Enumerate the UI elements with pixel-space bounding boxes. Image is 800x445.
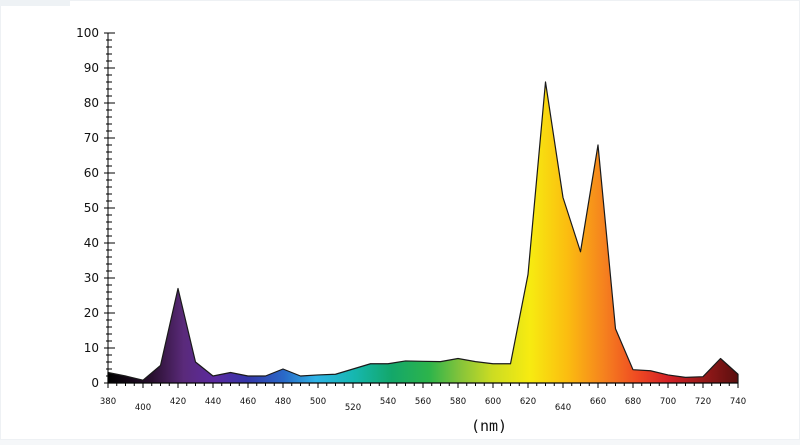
y-ticks: 0 10 20 30 40 50 60 70 80 90 100	[76, 26, 115, 390]
y-tick-label: 90	[84, 61, 99, 75]
y-tick-label: 40	[84, 236, 99, 250]
x-ticks: 380 400 420 440 460 480 500 520 540 560 580 600 620 6…	[100, 383, 746, 413]
x-tick-label: 700	[660, 397, 676, 407]
y-tick-label: 50	[84, 201, 99, 215]
x-tick-label: 660	[590, 397, 606, 407]
x-tick-label: 520	[345, 403, 361, 413]
y-tick-label: 100	[76, 26, 99, 40]
x-tick-label: 500	[310, 397, 326, 407]
panel-corner-tab	[0, 0, 70, 6]
y-tick-label: 0	[91, 376, 99, 390]
x-tick-label: 440	[205, 397, 221, 407]
x-tick-label: 640	[555, 403, 571, 413]
y-tick-label: 60	[84, 166, 99, 180]
x-tick-label: 560	[415, 397, 431, 407]
y-tick-label: 80	[84, 96, 99, 110]
x-tick-label: 600	[485, 397, 501, 407]
x-tick-label: 680	[625, 397, 641, 407]
x-tick-label: 380	[100, 397, 116, 407]
spectrum-area	[107, 81, 739, 384]
y-tick-label: 10	[84, 341, 99, 355]
spectrum-area-layer	[107, 81, 739, 384]
x-tick-label: 720	[695, 397, 711, 407]
x-tick-label: 420	[170, 397, 186, 407]
y-tick-label: 70	[84, 131, 99, 145]
x-axis-label: (nm)	[471, 417, 507, 435]
x-tick-label: 620	[520, 397, 536, 407]
x-tick-label: 740	[730, 397, 746, 407]
x-tick-label: 580	[450, 397, 466, 407]
x-tick-label: 480	[275, 397, 291, 407]
x-tick-label: 540	[380, 397, 396, 407]
axes	[107, 33, 738, 384]
y-tick-label: 30	[84, 271, 99, 285]
x-tick-label: 400	[135, 403, 151, 413]
y-tick-label: 20	[84, 306, 99, 320]
x-tick-label: 460	[240, 397, 256, 407]
